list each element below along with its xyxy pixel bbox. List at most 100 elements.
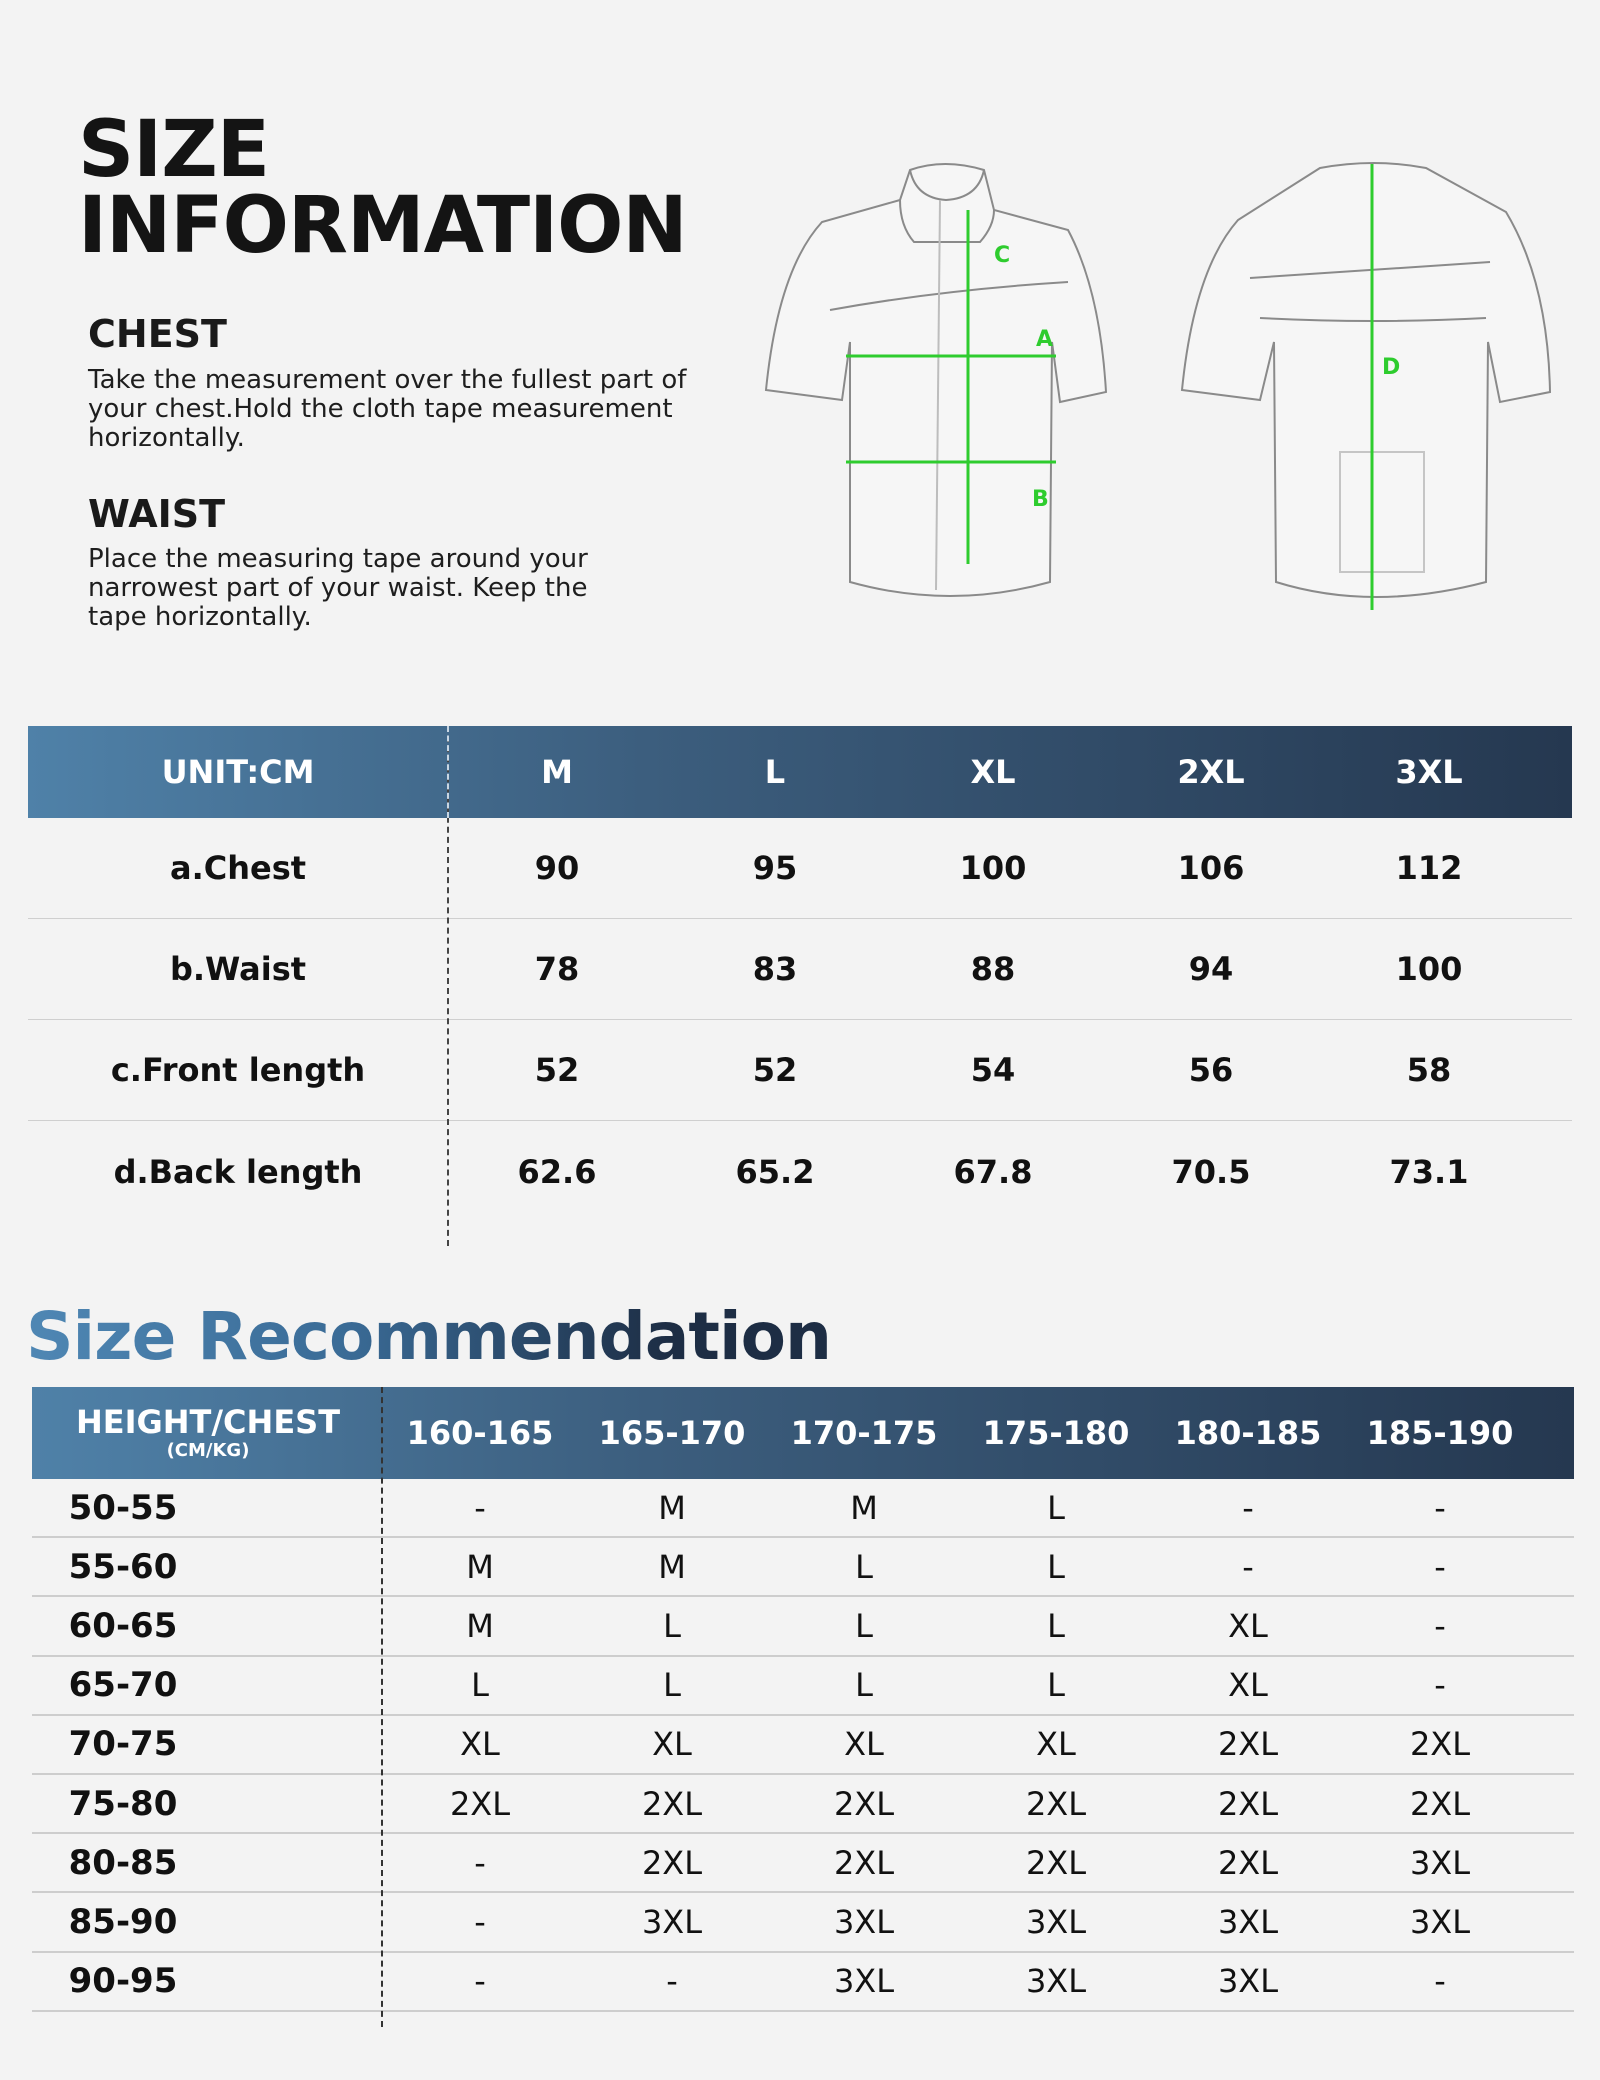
cell: 2XL bbox=[1217, 1725, 1279, 1764]
cell: 52 bbox=[534, 1051, 580, 1089]
cell: L bbox=[663, 1666, 681, 1705]
row-label: 65-70 bbox=[68, 1665, 178, 1706]
cell: 73.1 bbox=[1389, 1152, 1469, 1191]
recommendation-rows: 50-55- M M L - -55-60 M M L L - -60-65 M L L L XL -65-70 L… bbox=[32, 1479, 1574, 2012]
cell: 56 bbox=[1188, 1051, 1234, 1089]
cell: 2XL bbox=[641, 1784, 703, 1823]
chest-heading: CHEST bbox=[88, 312, 227, 356]
jersey-back-icon bbox=[1180, 162, 1552, 598]
label-d: D bbox=[1382, 355, 1400, 380]
cell: 3XL bbox=[1025, 1962, 1087, 2001]
table-row: 90-95 - - 3XL 3XL 3XL - bbox=[32, 1953, 1574, 2012]
recommendation-header: HEIGHT/CHEST (CM/KG) 160-165 165-170 170… bbox=[32, 1387, 1574, 1479]
cell: M bbox=[850, 1488, 878, 1527]
cell: L bbox=[1047, 1666, 1065, 1705]
row-label: 90-95 bbox=[68, 1961, 178, 2002]
label-c: C bbox=[994, 243, 1010, 268]
cell: - bbox=[1242, 1547, 1254, 1586]
cell: L bbox=[1047, 1488, 1065, 1527]
waist-heading: WAIST bbox=[88, 492, 226, 536]
cell: L bbox=[663, 1606, 681, 1645]
height-col: 165-170 bbox=[598, 1414, 746, 1452]
cell: 52 bbox=[752, 1051, 798, 1089]
row-label: 50-55 bbox=[68, 1487, 178, 1528]
row-label: 55-60 bbox=[68, 1546, 178, 1587]
cell: XL bbox=[1228, 1666, 1268, 1705]
cell: - bbox=[1434, 1547, 1446, 1586]
cell: M bbox=[466, 1547, 494, 1586]
cell: XL bbox=[1228, 1606, 1268, 1645]
cell: 2XL bbox=[1025, 1843, 1087, 1882]
cell: 3XL bbox=[1217, 1962, 1279, 2001]
cell: 70.5 bbox=[1171, 1152, 1251, 1191]
cell: - bbox=[474, 1962, 486, 2001]
height-col: 175-180 bbox=[982, 1414, 1130, 1452]
cell: - bbox=[1434, 1606, 1446, 1645]
cell: - bbox=[666, 1962, 678, 2001]
row-label: 60-65 bbox=[68, 1605, 178, 1646]
cell: - bbox=[1242, 1488, 1254, 1527]
cell: L bbox=[471, 1666, 489, 1705]
jersey-front-icon bbox=[764, 163, 1108, 597]
cell: 100 bbox=[1395, 950, 1463, 988]
cell: 90 bbox=[534, 849, 580, 887]
page-title: SIZE INFORMATION bbox=[78, 105, 688, 265]
cell: XL bbox=[460, 1725, 500, 1764]
size-col: 3XL bbox=[1395, 753, 1463, 791]
corner-label: HEIGHT/CHEST (CM/KG) bbox=[32, 1406, 384, 1460]
cell: M bbox=[466, 1606, 494, 1645]
cell: 78 bbox=[534, 950, 580, 988]
cell: 2XL bbox=[449, 1784, 511, 1823]
row-label: 70-75 bbox=[68, 1724, 178, 1765]
cell: 58 bbox=[1406, 1051, 1452, 1089]
measurement-lines bbox=[846, 164, 1374, 610]
cell: 65.2 bbox=[735, 1152, 815, 1191]
cell: 2XL bbox=[1409, 1725, 1471, 1764]
chest-description: Take the measurement over the fullest pa… bbox=[88, 365, 687, 453]
cell: 83 bbox=[752, 950, 798, 988]
cell: M bbox=[658, 1547, 686, 1586]
label-a: A bbox=[1036, 327, 1053, 352]
table-row: 50-55 - M M L - - bbox=[32, 1479, 1574, 1539]
size-table-header: UNIT:CM M L XL 2XL 3XL bbox=[28, 726, 1572, 818]
cell: - bbox=[1434, 1962, 1446, 2001]
size-col: L bbox=[764, 753, 786, 791]
row-label: 80-85 bbox=[68, 1842, 178, 1883]
table-row: 80-85 - 2XL 2XL 2XL 2XL 3XL bbox=[32, 1834, 1574, 1894]
cell: - bbox=[474, 1843, 486, 1882]
cell: - bbox=[1434, 1488, 1446, 1527]
cell: 67.8 bbox=[953, 1152, 1033, 1191]
label-b: B bbox=[1032, 487, 1049, 512]
jersey-diagram: C A B D bbox=[764, 162, 1552, 610]
table-row: 55-60 M M L L - - bbox=[32, 1538, 1574, 1598]
cell: 3XL bbox=[1217, 1902, 1279, 1941]
table-row: a.Chest 90 95 100 106 112 bbox=[28, 818, 1572, 919]
cell: 88 bbox=[970, 950, 1016, 988]
recommendation-divider bbox=[381, 1387, 383, 2027]
height-col: 170-175 bbox=[790, 1414, 938, 1452]
row-label: b.Waist bbox=[169, 950, 307, 988]
cell: XL bbox=[652, 1725, 692, 1764]
cell: 3XL bbox=[641, 1902, 703, 1941]
title-line-1: SIZE bbox=[78, 105, 270, 195]
row-label: d.Back length bbox=[113, 1152, 363, 1191]
cell: 94 bbox=[1188, 950, 1234, 988]
row-label: a.Chest bbox=[169, 849, 307, 887]
cell: 3XL bbox=[833, 1902, 895, 1941]
size-col: XL bbox=[970, 753, 1016, 791]
size-col: 2XL bbox=[1177, 753, 1245, 791]
cell: 100 bbox=[959, 849, 1027, 887]
table-row: 75-80 2XL 2XL 2XL 2XL 2XL 2XL bbox=[32, 1775, 1574, 1835]
row-label: 85-90 bbox=[68, 1901, 178, 1942]
table-row: 60-65 M L L L XL - bbox=[32, 1597, 1574, 1657]
height-col: 185-190 bbox=[1366, 1414, 1514, 1452]
cell: L bbox=[1047, 1606, 1065, 1645]
table-row: c.Front length 52 52 54 56 58 bbox=[28, 1020, 1572, 1121]
corner-sub: (CM/KG) bbox=[166, 1440, 250, 1461]
cell: 106 bbox=[1177, 849, 1245, 887]
cell: 2XL bbox=[641, 1843, 703, 1882]
cell: 2XL bbox=[1025, 1784, 1087, 1823]
height-col: 180-185 bbox=[1174, 1414, 1322, 1452]
table-row: 70-75 XL XL XL XL 2XL 2XL bbox=[32, 1716, 1574, 1775]
cell: 112 bbox=[1395, 849, 1463, 887]
